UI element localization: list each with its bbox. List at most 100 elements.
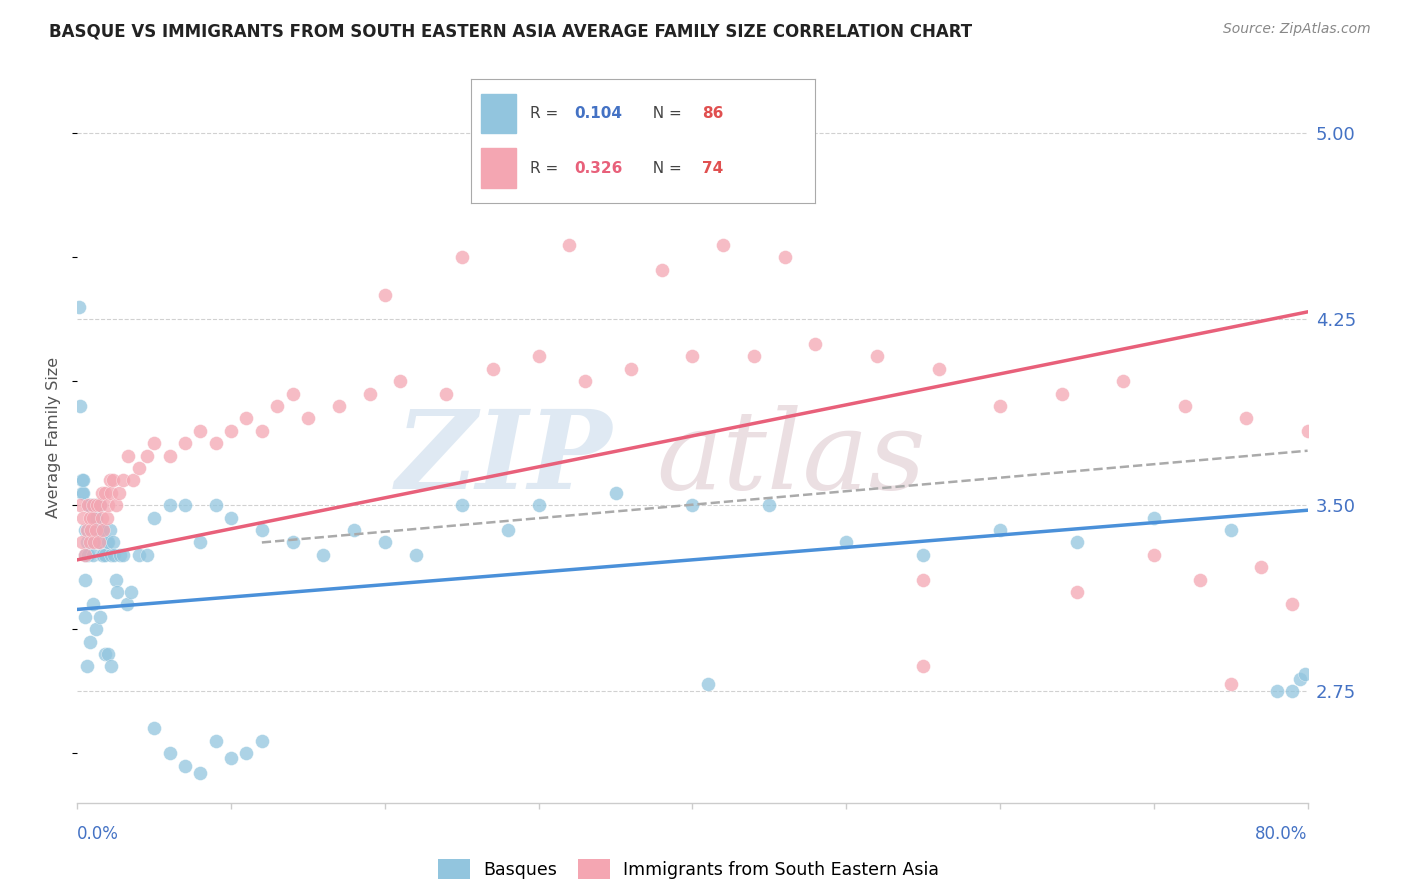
- Point: [70, 474, 93, 488]
- Point: [104, 498, 127, 512]
- Point: [90, 523, 114, 537]
- Point: [110, 548, 132, 562]
- Point: [250, 523, 273, 537]
- Point: [1112, 374, 1135, 388]
- Point: [574, 374, 596, 388]
- Point: [266, 399, 288, 413]
- Text: 0.0%: 0.0%: [77, 825, 120, 843]
- Point: [100, 486, 122, 500]
- Point: [1281, 684, 1303, 698]
- Point: [94, 486, 117, 500]
- Point: [104, 573, 127, 587]
- Point: [988, 523, 1011, 537]
- Point: [101, 474, 124, 488]
- Point: [188, 535, 212, 549]
- Point: [73, 573, 96, 587]
- Point: [83, 535, 105, 549]
- Point: [135, 449, 157, 463]
- Point: [374, 535, 396, 549]
- Point: [112, 548, 135, 562]
- Point: [1289, 672, 1312, 686]
- Point: [359, 386, 381, 401]
- Point: [436, 386, 458, 401]
- Point: [235, 411, 257, 425]
- Point: [328, 399, 350, 413]
- Point: [90, 486, 114, 500]
- Point: [281, 386, 304, 401]
- Point: [174, 498, 197, 512]
- Point: [912, 573, 935, 587]
- Point: [86, 498, 108, 512]
- Point: [112, 474, 135, 488]
- Point: [1174, 399, 1197, 413]
- Point: [89, 498, 111, 512]
- Point: [527, 498, 550, 512]
- Point: [988, 399, 1011, 413]
- Point: [250, 734, 273, 748]
- Point: [758, 498, 780, 512]
- Point: [101, 535, 124, 549]
- Point: [83, 523, 105, 537]
- Point: [82, 510, 104, 524]
- Point: [77, 548, 100, 562]
- Text: 80.0%: 80.0%: [1256, 825, 1308, 843]
- Point: [89, 523, 111, 537]
- Point: [219, 510, 242, 524]
- Point: [912, 548, 935, 562]
- Point: [204, 436, 226, 450]
- Point: [98, 523, 121, 537]
- Point: [120, 585, 142, 599]
- Point: [117, 449, 139, 463]
- Point: [93, 548, 115, 562]
- Point: [128, 461, 150, 475]
- Point: [115, 598, 138, 612]
- Point: [143, 510, 166, 524]
- Point: [682, 498, 704, 512]
- Legend: Basques, Immigrants from South Eastern Asia: Basques, Immigrants from South Eastern A…: [439, 859, 939, 879]
- Point: [93, 523, 115, 537]
- Point: [84, 510, 107, 524]
- Point: [866, 350, 889, 364]
- Y-axis label: Average Family Size: Average Family Size: [46, 357, 62, 517]
- Point: [100, 548, 122, 562]
- Point: [527, 350, 550, 364]
- Text: Source: ZipAtlas.com: Source: ZipAtlas.com: [1223, 22, 1371, 37]
- Point: [1066, 585, 1088, 599]
- Point: [76, 535, 98, 549]
- Point: [204, 734, 226, 748]
- Point: [1219, 523, 1241, 537]
- Point: [481, 362, 503, 376]
- Text: atlas: atlas: [657, 405, 925, 513]
- Point: [651, 262, 673, 277]
- Point: [89, 498, 111, 512]
- Point: [312, 548, 335, 562]
- Point: [297, 411, 319, 425]
- Point: [73, 548, 96, 562]
- Point: [96, 510, 118, 524]
- Point: [1296, 424, 1319, 438]
- Point: [94, 548, 117, 562]
- Point: [70, 486, 93, 500]
- Point: [100, 659, 122, 673]
- Point: [343, 523, 366, 537]
- Point: [1143, 510, 1166, 524]
- Point: [281, 535, 304, 549]
- Point: [76, 523, 98, 537]
- Point: [94, 647, 117, 661]
- Point: [84, 622, 107, 636]
- Point: [835, 535, 858, 549]
- Point: [1250, 560, 1272, 574]
- Point: [188, 424, 212, 438]
- Point: [159, 449, 181, 463]
- Point: [1219, 677, 1241, 691]
- Point: [79, 535, 101, 549]
- Point: [79, 510, 101, 524]
- Point: [204, 498, 226, 512]
- Point: [97, 535, 120, 549]
- Point: [98, 474, 121, 488]
- Point: [80, 523, 103, 537]
- Point: [1265, 684, 1288, 698]
- Point: [79, 634, 101, 648]
- Point: [97, 498, 120, 512]
- Point: [620, 362, 643, 376]
